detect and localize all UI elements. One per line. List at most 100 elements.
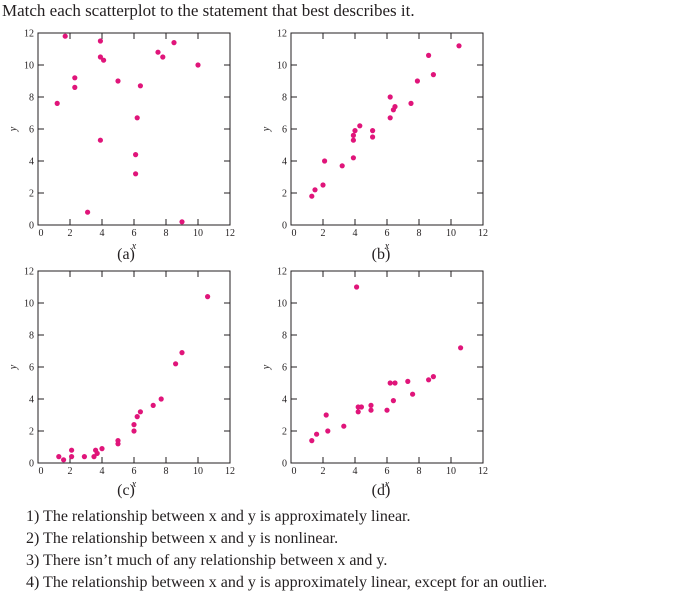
x-tick-label: 8 xyxy=(417,466,422,477)
panel-label-c: (c) xyxy=(117,482,135,499)
data-point xyxy=(97,54,103,60)
plot-frame xyxy=(37,270,231,464)
data-point xyxy=(408,100,414,106)
data-point xyxy=(414,78,420,84)
scatterplot-c-svg: 0 2 4 6 8 10 12 0 2 4 6 8 10 12 x y xyxy=(8,267,235,491)
y-axis-label: y xyxy=(8,364,19,370)
data-point xyxy=(134,115,140,121)
data-point xyxy=(134,414,140,420)
statement-4: 4) The relationship between x and y is a… xyxy=(26,574,548,591)
statement-2: 2) The relationship between x and y is n… xyxy=(26,530,339,547)
data-point xyxy=(339,163,345,169)
x-tick-label: 6 xyxy=(132,228,137,239)
data-point xyxy=(205,294,211,300)
data-point xyxy=(81,454,87,460)
data-point xyxy=(392,380,398,386)
x-tick-label: 12 xyxy=(478,466,488,477)
y-axis-label: y xyxy=(8,126,19,132)
data-point xyxy=(355,409,361,415)
plot-frame xyxy=(37,32,231,226)
plot-frame xyxy=(290,32,484,226)
x-tick-label: 2 xyxy=(321,466,326,477)
data-point xyxy=(350,137,356,143)
data-point xyxy=(370,128,376,134)
data-point xyxy=(430,72,436,78)
data-point xyxy=(410,391,416,397)
data-point xyxy=(341,423,347,429)
x-tick-label: 6 xyxy=(385,466,390,477)
x-tick-label: 2 xyxy=(321,228,326,239)
data-point xyxy=(94,450,100,456)
y-tick-label: 6 xyxy=(282,363,287,374)
data-point xyxy=(150,402,156,408)
data-point xyxy=(99,446,105,452)
data-point xyxy=(158,396,164,402)
data-point xyxy=(309,193,315,199)
x-tick-label: 8 xyxy=(417,228,422,239)
x-tick-label: 2 xyxy=(68,228,73,239)
y-tick-label: 4 xyxy=(29,395,34,406)
data-point xyxy=(405,378,411,384)
data-point xyxy=(195,62,201,68)
y-tick-label: 6 xyxy=(29,363,34,374)
x-tick-label: 6 xyxy=(385,228,390,239)
scatterplot-d-svg: 0 2 4 6 8 10 12 0 2 4 6 8 10 12 x y xyxy=(261,267,488,491)
data-point xyxy=(179,350,185,356)
x-tick-label: 12 xyxy=(225,466,235,477)
data-point xyxy=(56,454,62,460)
x-tick-label: 0 xyxy=(292,466,297,477)
data-point xyxy=(179,219,185,225)
data-point xyxy=(160,54,166,60)
y-tick-label: 2 xyxy=(282,427,287,438)
data-point xyxy=(354,284,360,290)
x-tick-label: 10 xyxy=(446,466,456,477)
scatterplot-a-svg: 0 2 4 6 8 10 12 0 2 4 6 8 10 12 x y xyxy=(8,29,235,253)
data-point xyxy=(173,361,179,367)
data-point xyxy=(137,83,143,89)
y-tick-label: 12 xyxy=(277,267,287,278)
x-tick-label: 4 xyxy=(353,466,358,477)
data-point xyxy=(368,402,374,408)
y-tick-label: 4 xyxy=(282,395,287,406)
y-tick-label: 8 xyxy=(29,331,34,342)
x-tick-label: 0 xyxy=(39,228,44,239)
question-text: Match each scatterplot to the statement … xyxy=(2,1,415,20)
y-tick-label: 4 xyxy=(282,157,287,168)
data-point xyxy=(320,182,326,188)
data-point xyxy=(390,398,396,404)
data-point xyxy=(430,374,436,380)
y-tick-label: 2 xyxy=(282,189,287,200)
data-point xyxy=(387,94,393,100)
x-axis-label: x xyxy=(131,479,137,490)
x-tick-label: 10 xyxy=(193,228,203,239)
y-tick-label: 10 xyxy=(24,61,34,72)
data-point xyxy=(131,428,137,434)
data-point xyxy=(426,377,432,383)
data-point xyxy=(358,404,364,410)
x-tick-label: 4 xyxy=(100,228,105,239)
data-point xyxy=(350,132,356,138)
data-point xyxy=(155,49,161,55)
y-axis-label: y xyxy=(261,364,272,370)
y-tick-label: 0 xyxy=(29,221,34,232)
data-point xyxy=(54,100,60,106)
data-point xyxy=(426,52,432,59)
data-point xyxy=(137,409,143,415)
data-point xyxy=(350,155,356,161)
y-tick-label: 0 xyxy=(282,459,287,470)
data-point xyxy=(392,104,398,110)
y-tick-label: 10 xyxy=(277,299,287,310)
data-point xyxy=(357,123,363,129)
data-point xyxy=(309,438,315,444)
x-tick-label: 8 xyxy=(164,228,169,239)
y-tick-label: 8 xyxy=(282,93,287,104)
statement-1: 1) The relationship between x and y is a… xyxy=(26,508,411,525)
y-tick-label: 12 xyxy=(24,267,34,278)
y-tick-label: 10 xyxy=(24,299,34,310)
data-point xyxy=(131,422,137,428)
data-point xyxy=(101,57,107,63)
y-tick-label: 0 xyxy=(29,459,34,470)
data-point xyxy=(115,78,121,84)
data-point xyxy=(97,38,103,44)
x-axis-label: x xyxy=(384,479,390,490)
